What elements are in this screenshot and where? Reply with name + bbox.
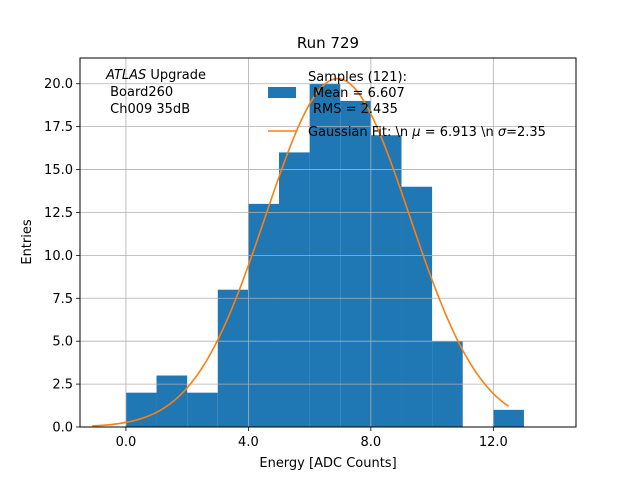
legend-fit-suffix: =2.35 xyxy=(506,125,546,140)
annotation-rest: Upgrade xyxy=(146,68,206,83)
legend-histogram-line-1: Samples (121): xyxy=(308,70,407,85)
y-tick-label: 0.0 xyxy=(52,421,73,436)
fit-curve xyxy=(92,77,510,427)
histogram-bar xyxy=(401,186,433,427)
legend-histogram-line-3: RMS = 2.435 xyxy=(313,102,398,117)
legend-histogram-patch xyxy=(268,87,296,98)
y-tick-label: 5.0 xyxy=(52,335,73,350)
x-axis-label: Energy [ADC Counts] xyxy=(259,456,396,471)
histogram-bar xyxy=(156,375,188,427)
histogram-bar xyxy=(279,152,310,427)
legend-histogram-line-2: Mean = 6.607 xyxy=(313,86,405,101)
annotation-line-3: Ch009 35dB xyxy=(106,102,190,117)
plot-frame xyxy=(79,57,577,428)
y-tick-label: 12.5 xyxy=(44,206,73,221)
histogram-bar xyxy=(217,289,249,427)
histogram-bar xyxy=(493,409,524,427)
y-tick-label: 17.5 xyxy=(44,120,73,135)
y-axis-label: Entries xyxy=(20,219,35,265)
y-tick-label: 10.0 xyxy=(44,249,73,264)
histogram-bars xyxy=(125,83,524,428)
x-axis-ticks: 0.0 4.0 8.0 12.0 xyxy=(116,427,508,450)
legend-fit-mid: = 6.913 \n xyxy=(421,125,498,140)
legend-fit-label: Gaussian Fit: \n μ = 6.913 \n σ=2.35 xyxy=(308,125,546,140)
annotation-italic: ATLAS xyxy=(105,68,146,83)
y-tick-label: 20.0 xyxy=(44,77,73,92)
histogram-bar xyxy=(248,203,280,427)
x-tick-label: 8.0 xyxy=(361,435,382,450)
annotation-line-2: Board260 xyxy=(106,85,173,100)
annotation-line-1: ATLAS Upgrade xyxy=(105,68,206,83)
gaussian-fit xyxy=(92,77,510,427)
legend-fit-prefix: Gaussian Fit: \n xyxy=(308,125,412,140)
legend-fit-mu: μ xyxy=(411,125,420,140)
atlas-annotation: ATLAS Upgrade Board260 Ch009 35dB xyxy=(105,68,206,117)
histogram-bar xyxy=(340,100,371,427)
y-tick-label: 7.5 xyxy=(52,292,73,307)
histogram-bar xyxy=(370,135,402,428)
y-tick-label: 15.0 xyxy=(44,163,73,178)
x-tick-label: 4.0 xyxy=(238,435,259,450)
legend-fit-sigma: σ xyxy=(498,125,507,140)
legend: Samples (121): Mean = 6.607 RMS = 2.435 … xyxy=(268,70,546,140)
x-tick-label: 12.0 xyxy=(479,435,508,450)
y-axis-ticks: 0.0 2.5 5.0 7.5 10.0 12.5 15.0 17.5 20.0 xyxy=(44,77,80,436)
histogram-bar xyxy=(187,392,218,427)
x-tick-label: 0.0 xyxy=(116,435,137,450)
y-tick-label: 2.5 xyxy=(52,378,73,393)
chart-title: Run 729 xyxy=(297,34,359,52)
